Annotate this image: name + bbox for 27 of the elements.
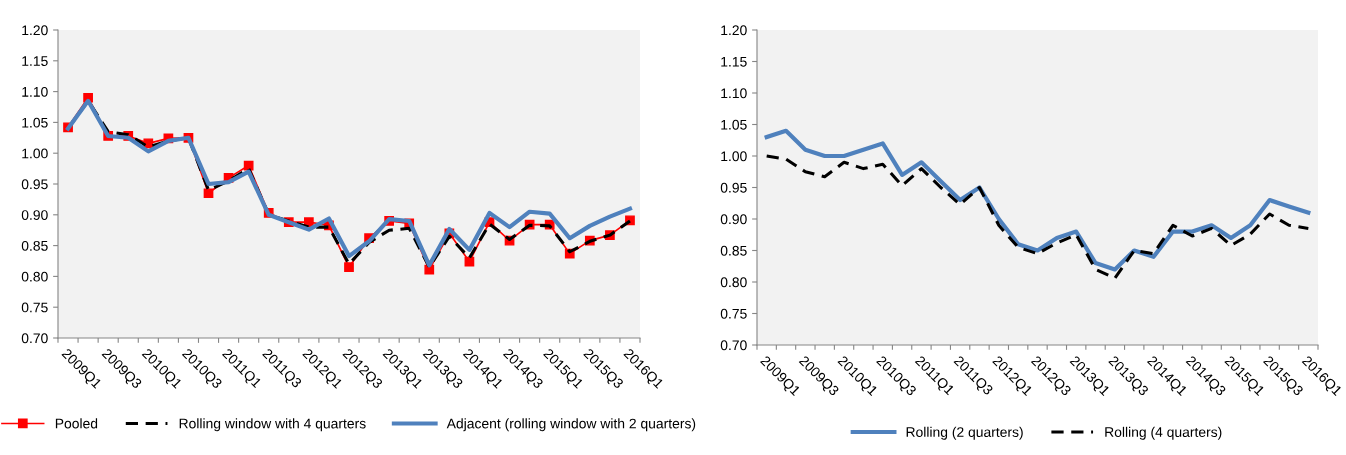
legend-label: Rolling window with 4 quarters bbox=[179, 418, 366, 432]
y-tick-label: 1.20 bbox=[721, 25, 747, 36]
y-tick-label: 1.15 bbox=[721, 56, 747, 67]
y-tick-label: 1.15 bbox=[22, 56, 48, 66]
y-tick-label: 0.70 bbox=[720, 340, 747, 351]
y-tick-label: 0.80 bbox=[21, 271, 48, 282]
y-tick-label: 0.85 bbox=[720, 245, 747, 256]
y-tick-label: 1.20 bbox=[22, 25, 48, 36]
y-tick-label: 0.90 bbox=[720, 214, 747, 225]
y-tick-label: 1.00 bbox=[22, 148, 48, 159]
legend-label: Rolling (4 quarters) bbox=[1105, 426, 1222, 440]
y-tick-label: 0.90 bbox=[21, 210, 48, 220]
y-tick-label: 0.85 bbox=[21, 240, 48, 251]
y-tick-label: 0.70 bbox=[21, 333, 48, 344]
legend-label: Rolling (2 quarters) bbox=[906, 426, 1023, 440]
y-tick-label: 0.75 bbox=[720, 308, 747, 319]
legend-label: Pooled bbox=[55, 418, 98, 429]
y-tick-label: 1.10 bbox=[721, 88, 747, 99]
legend-label: Adjacent (rolling window with 2 quarters) bbox=[446, 418, 696, 432]
y-tick-label: 0.95 bbox=[21, 179, 48, 190]
y-tick-label: 1.10 bbox=[22, 86, 48, 97]
y-tick-label: 1.00 bbox=[721, 151, 747, 162]
y-tick-label: 1.05 bbox=[721, 119, 747, 130]
y-tick-label: 0.80 bbox=[720, 277, 747, 288]
y-tick-label: 1.05 bbox=[22, 117, 48, 128]
y-tick-label: 0.75 bbox=[21, 302, 48, 313]
y-tick-label: 0.95 bbox=[720, 182, 747, 193]
